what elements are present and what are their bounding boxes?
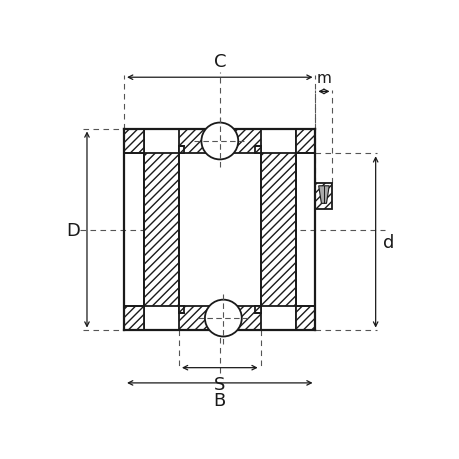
Polygon shape — [124, 129, 143, 154]
Polygon shape — [255, 306, 260, 314]
Text: C: C — [213, 53, 225, 71]
Text: d: d — [382, 234, 393, 252]
Polygon shape — [124, 306, 143, 331]
Polygon shape — [318, 186, 329, 204]
Text: S: S — [213, 375, 225, 394]
Polygon shape — [179, 146, 184, 154]
Bar — [179, 306, 260, 331]
Polygon shape — [255, 146, 260, 154]
Text: D: D — [66, 221, 80, 239]
Circle shape — [201, 123, 238, 160]
Bar — [179, 129, 260, 154]
Text: B: B — [213, 391, 225, 409]
Polygon shape — [295, 129, 315, 154]
Circle shape — [205, 300, 241, 337]
Polygon shape — [143, 154, 179, 306]
Bar — [143, 129, 295, 331]
Bar — [315, 183, 332, 210]
Polygon shape — [295, 306, 315, 331]
Polygon shape — [260, 154, 295, 306]
Text: m: m — [316, 71, 330, 86]
Polygon shape — [179, 306, 184, 314]
